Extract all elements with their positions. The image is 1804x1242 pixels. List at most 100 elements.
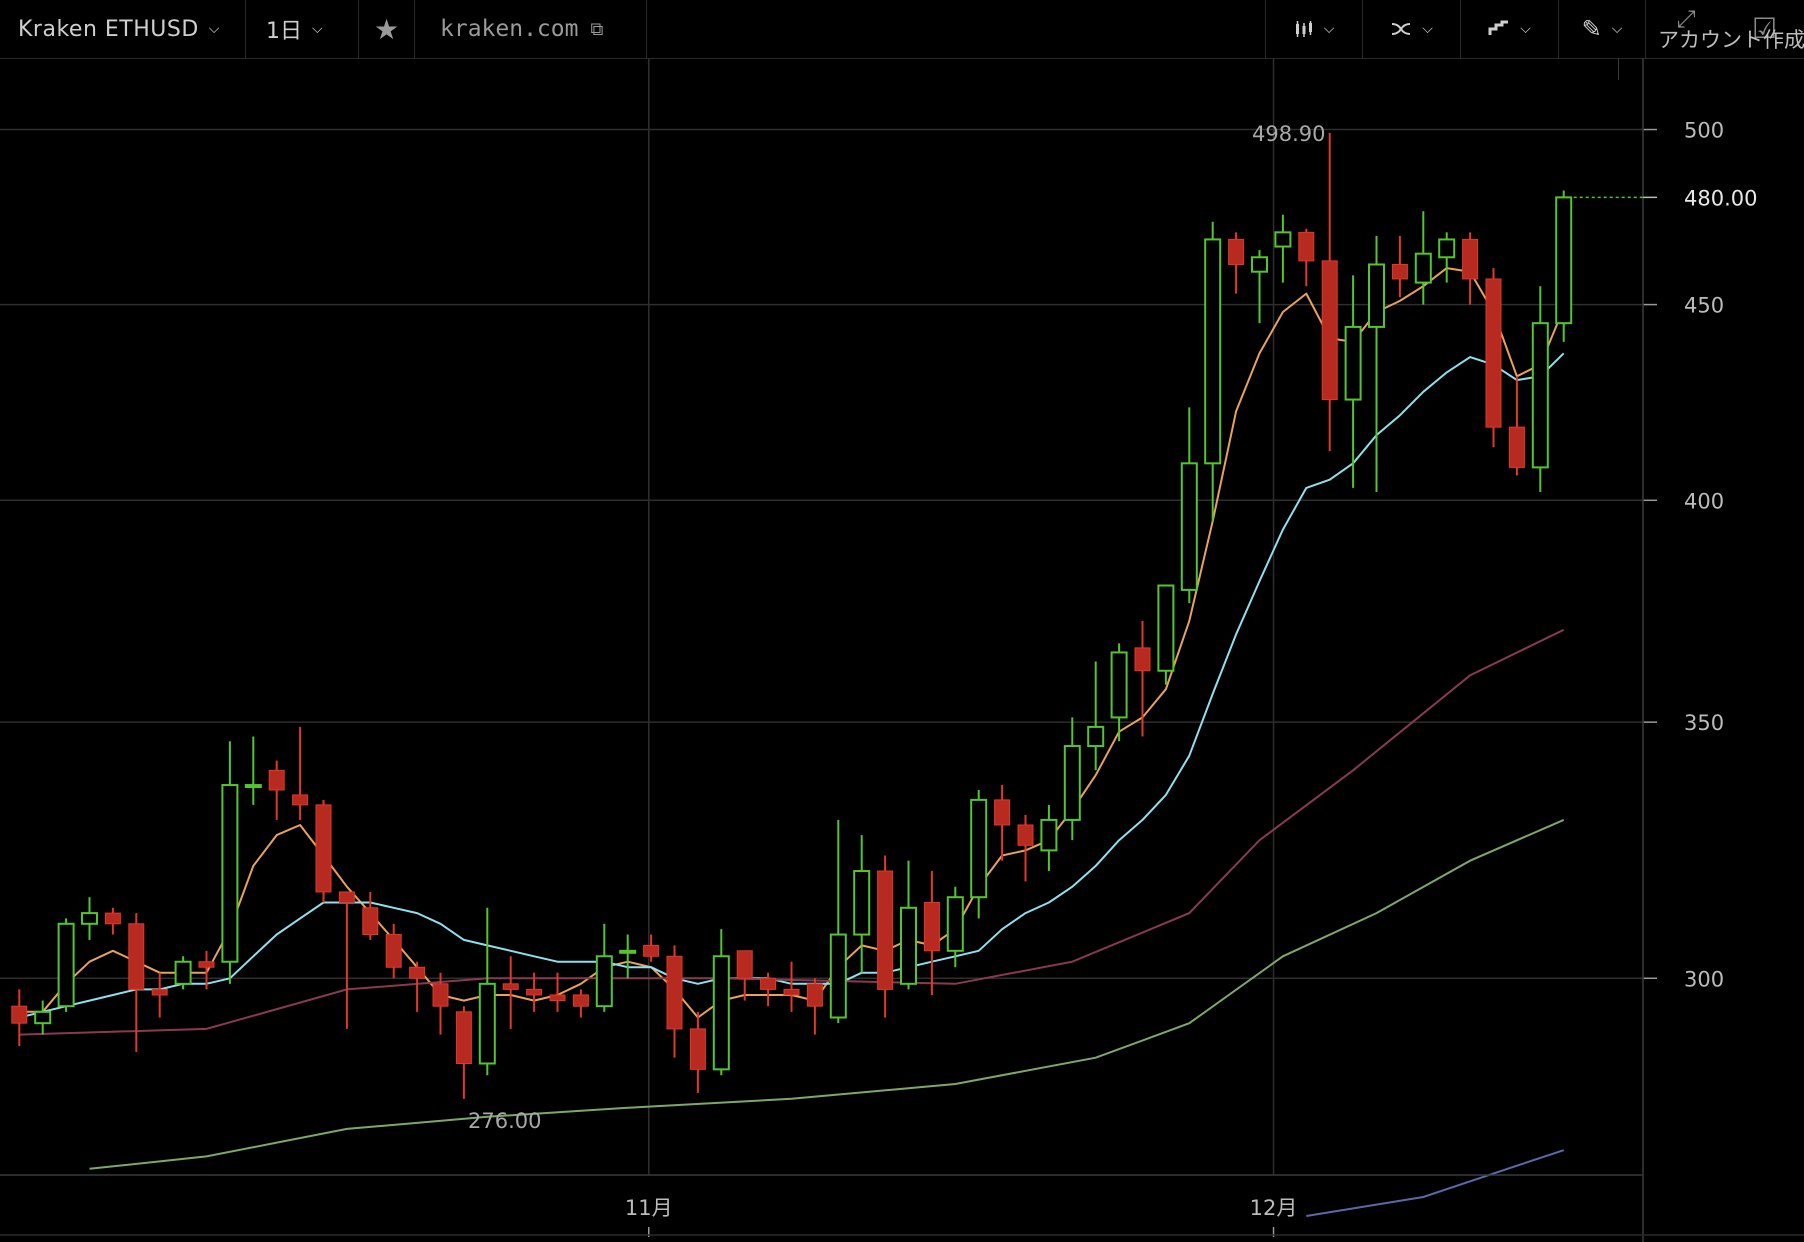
compare-icon [1488,20,1509,35]
candle-body-down [198,961,215,968]
candle [1110,643,1128,742]
candle [268,760,285,820]
candle [315,799,332,903]
symbol-selector[interactable]: Kraken ETHUSD ⌵ [0,0,246,58]
candle-body-up [1251,256,1268,273]
candle-body-down [409,966,426,979]
candle-body-down [877,870,894,990]
candle [1204,221,1222,522]
candle-body-down [1017,824,1034,846]
interval-label: 1日 [266,19,302,44]
high-price-label: 498.90 [1252,122,1325,146]
candle-body-down [1298,231,1315,262]
candle [104,907,121,935]
candle [1531,286,1549,493]
candle [829,819,847,1024]
candle-body-down [432,983,449,1007]
candle [736,950,753,1001]
candle [1180,407,1198,604]
candle [689,1011,706,1093]
candle [1321,132,1338,452]
candle [1274,214,1292,283]
candle [619,934,637,979]
candle [1414,211,1432,305]
candle-body-down [385,934,402,968]
moving-averages [19,267,1565,1217]
candle-body-up [1157,584,1175,672]
candle-body-down [549,994,566,1002]
candle-body-up [1555,196,1573,325]
candle-body-down [1462,238,1479,280]
candle [1134,620,1151,737]
candle-body-up [970,798,988,899]
chevron-down-icon: ⌵ [1422,21,1433,37]
x-tick-label: 12月 [1250,1196,1298,1220]
candle-body-down [526,988,543,996]
drawing-tools-button[interactable]: ✎ ⌵ [1559,0,1646,58]
chart-grid [0,58,1643,1175]
interval-selector[interactable]: 1日 ⌵ [246,0,359,58]
y-tick-label: 500 [1684,119,1724,143]
chart-toolbar: Kraken ETHUSD ⌵ 1日 ⌵ ★ kraken.com ⧉ ⌵ ⌵ … [0,0,1804,80]
candle [128,913,145,1052]
candle [549,972,566,1012]
candle [760,972,777,1007]
candle-body-down [1228,238,1245,265]
y-tick-label: 300 [1684,967,1724,991]
chevron-down-icon: ⌵ [312,21,323,37]
candle-body-up [1040,818,1058,852]
candle-body-up [853,870,871,936]
indicators-button[interactable]: ⌵ [1363,0,1461,58]
candle-body-down [455,1011,472,1064]
candle-body-up [1344,325,1362,401]
candle [994,785,1011,861]
candle-body-down [783,988,800,996]
chart-type-button[interactable]: ⌵ [1265,0,1363,58]
candle [1040,804,1058,872]
site-link[interactable]: kraken.com ⧉ [415,0,647,58]
candle [946,886,964,968]
candle [338,891,355,1029]
candle-body-up [829,933,847,1019]
compare-button[interactable]: ⌵ [1461,0,1559,58]
candle-body-up [478,982,496,1065]
candle [432,972,449,1035]
indicators-icon [1392,23,1411,35]
create-account-link[interactable]: アカウント作成 [1658,28,1804,52]
fullscreen-button[interactable]: ⤢ [1646,0,1726,58]
candle [1485,268,1502,448]
candle [666,945,683,1058]
candle [1087,661,1105,771]
candle [174,956,192,990]
candle-body-down [362,907,379,936]
candles-icon [1295,21,1312,37]
candle [11,989,28,1047]
candle [900,860,917,990]
candle [1555,190,1573,342]
favorite-button[interactable]: ★ [359,0,415,58]
candle [1462,232,1479,305]
candle [923,871,940,995]
candle-body-down [104,912,121,925]
star-icon: ★ [373,12,400,46]
candle-body-down [1485,278,1502,428]
candle-body-down [1321,260,1338,401]
site-label: kraken.com [440,16,579,42]
candle-body-up [900,906,917,985]
y-tick-label: 350 [1684,711,1724,735]
candle-body-down [1134,647,1151,672]
y-tick-label: 400 [1684,489,1724,513]
account-icon: ☑ [1752,12,1778,45]
candle [1344,275,1362,488]
candle-body-down [502,983,519,990]
candle [385,923,402,979]
candle-body-down [994,799,1011,826]
candle-body-up [1180,462,1198,591]
candle [1017,814,1034,882]
long-moving-average-line [1306,1149,1565,1217]
candle-body-up [619,949,637,954]
candle-body-up [1368,263,1385,328]
candle [455,1006,472,1099]
candle-body-down [572,994,589,1007]
